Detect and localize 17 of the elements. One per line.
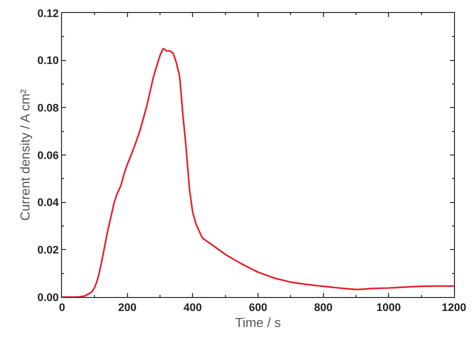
y-axis-title: Current density / A cm² <box>17 88 32 221</box>
y-tick-label: 0.02 <box>37 244 59 257</box>
x-tick-label: 1200 <box>442 302 466 314</box>
line-series <box>62 48 454 297</box>
text: 0.00 <box>37 292 59 304</box>
x-tick-label: 600 <box>248 302 268 314</box>
y-tick-label: 0.06 <box>37 150 59 162</box>
x-tick-label: 400 <box>183 302 202 314</box>
x-tick-label: 800 <box>314 302 333 314</box>
text: 0.10 <box>37 55 59 68</box>
y-tick-label: 0.08 <box>37 102 59 115</box>
x-tick-label: 200 <box>118 302 137 314</box>
x-tick-label: 0 <box>58 302 66 314</box>
y-tick-label: 0.04 <box>37 197 60 210</box>
y-tick-label: 0.12 <box>37 8 59 20</box>
x-tick-label: 1000 <box>376 302 401 314</box>
x-axis-title: Time / s <box>235 314 282 330</box>
